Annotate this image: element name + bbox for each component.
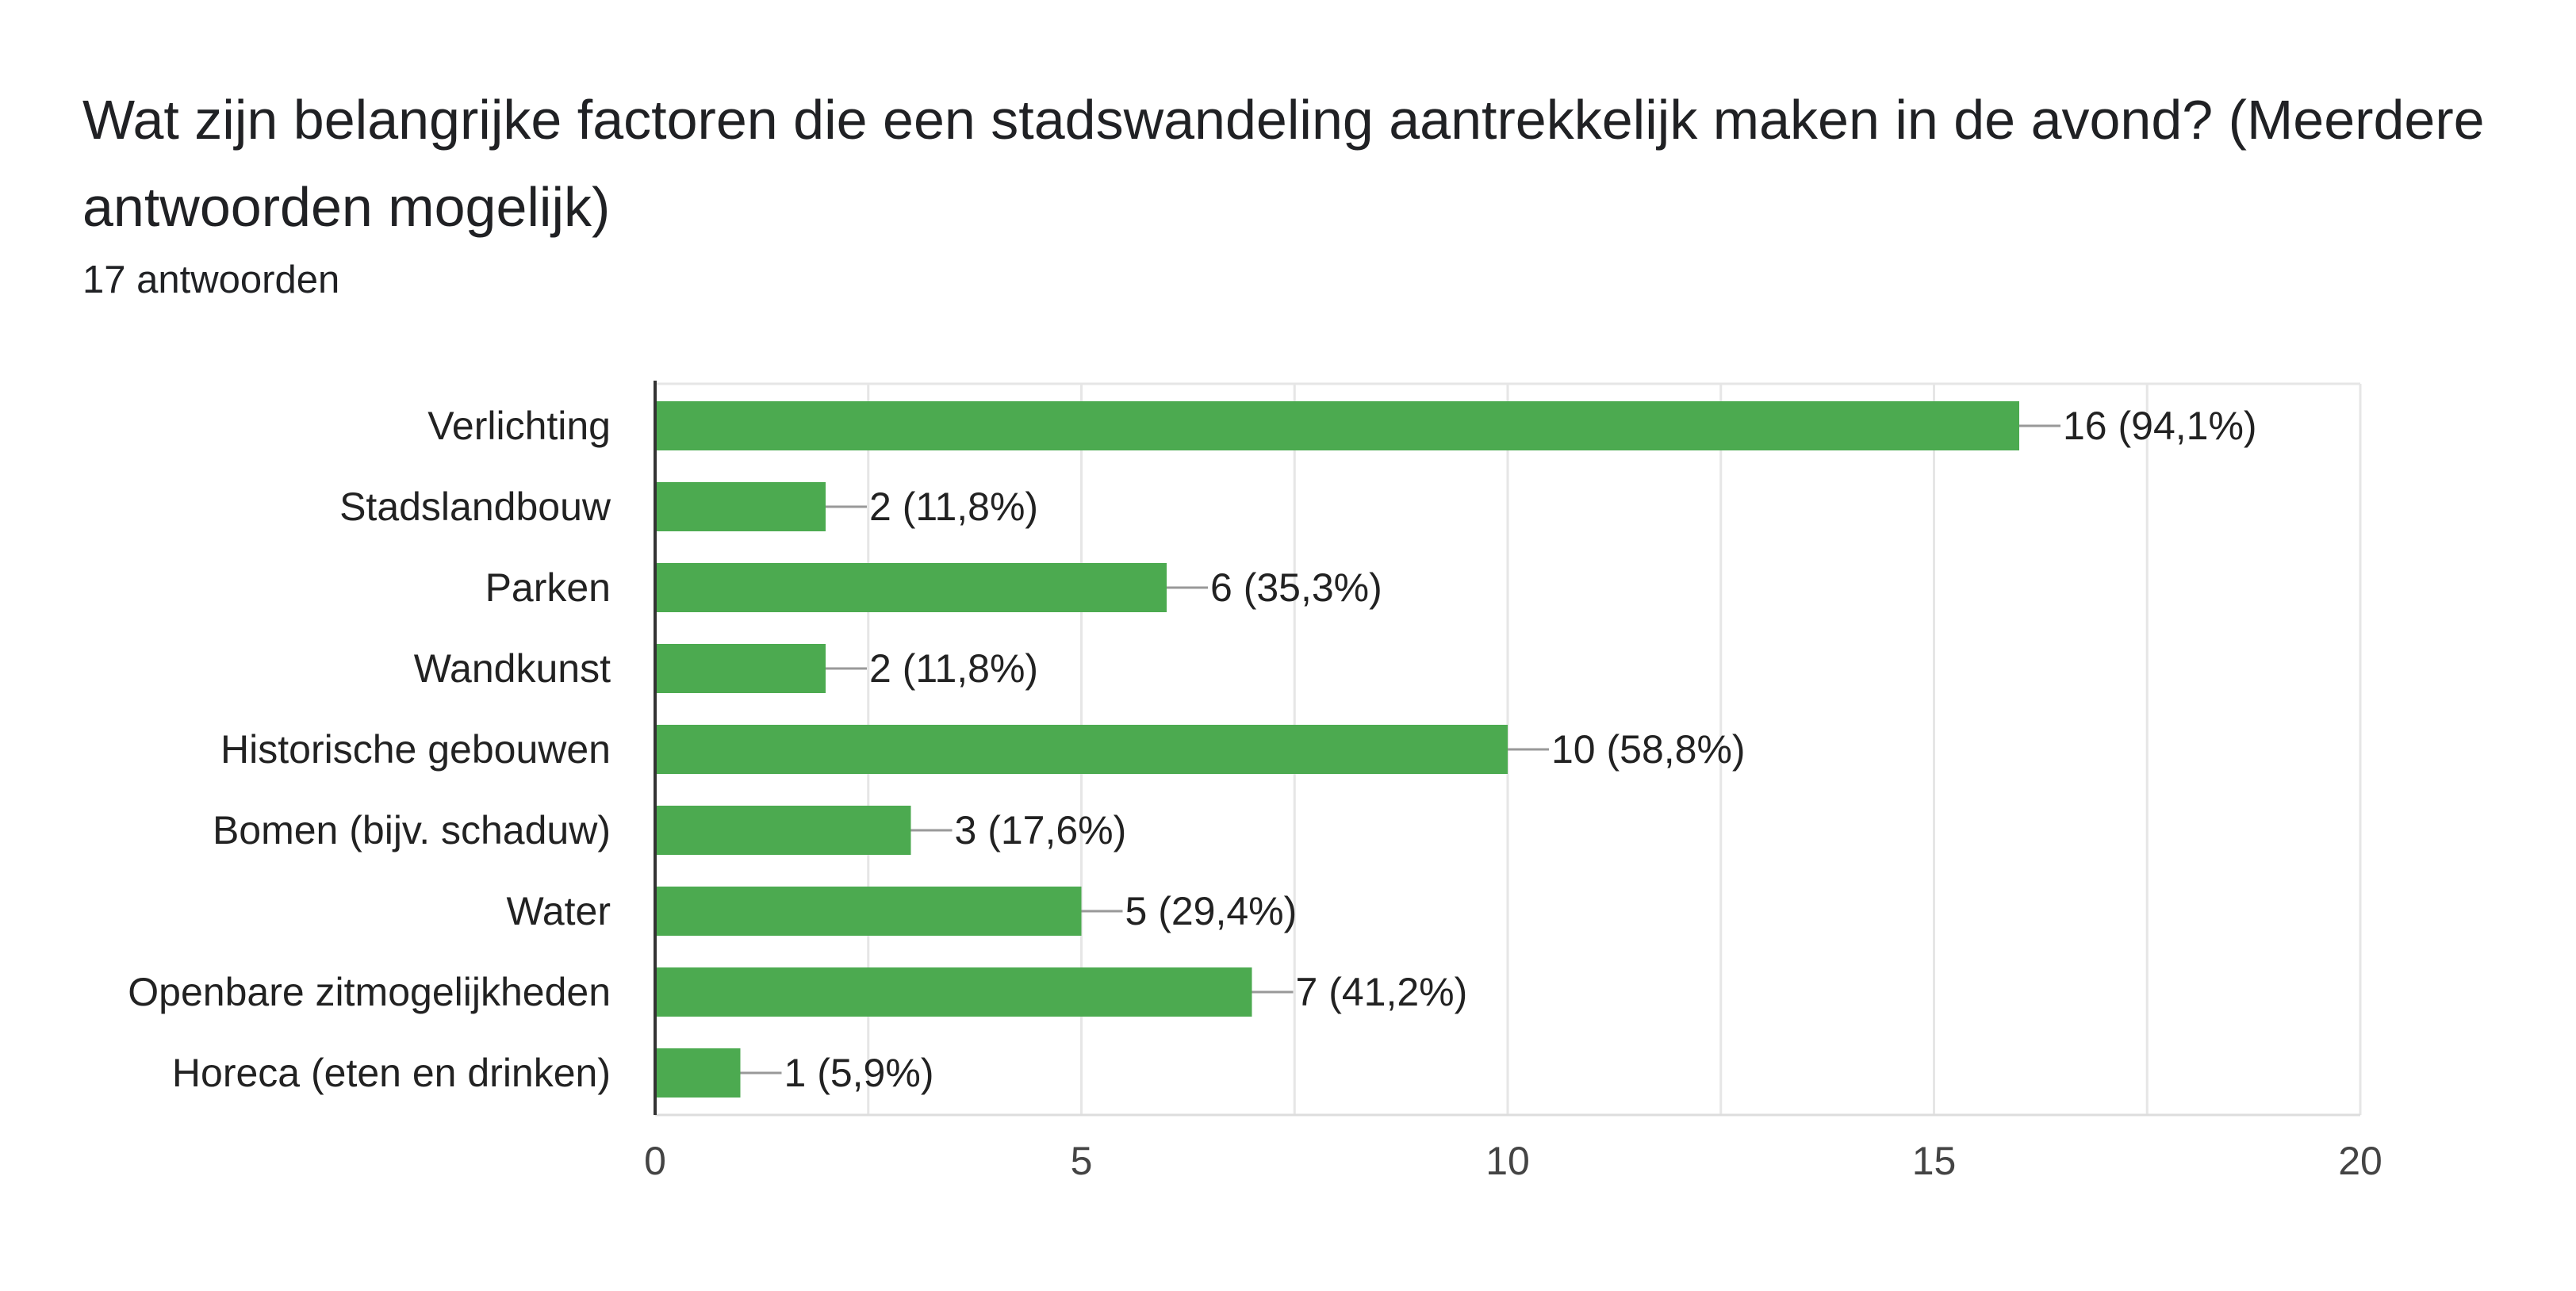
bar — [655, 644, 826, 693]
value-label: 5 (29,4%) — [1125, 889, 1298, 933]
value-label: 2 (11,8%) — [869, 646, 1038, 691]
bar — [655, 967, 1252, 1017]
x-tick-label: 0 — [644, 1139, 666, 1183]
bar — [655, 401, 2019, 450]
bar — [655, 482, 826, 531]
category-label: Horeca (eten en drinken) — [172, 1051, 611, 1095]
category-label: Parken — [485, 565, 611, 610]
response-count: 17 antwoorden — [82, 259, 340, 301]
category-label: Openbare zitmogelijkheden — [128, 970, 611, 1014]
value-label: 16 (94,1%) — [2063, 404, 2257, 448]
category-label: Water — [507, 889, 611, 933]
value-label: 3 (17,6%) — [955, 808, 1127, 852]
category-label: Verlichting — [427, 404, 611, 448]
x-tick-label: 5 — [1071, 1139, 1093, 1183]
bar — [655, 887, 1082, 936]
labels: 16 (94,1%) Verlichting 2 (11,8%) Stadslandb… — [128, 404, 2382, 1183]
category-label: Stadslandbouw — [339, 485, 611, 529]
category-label: Wandkunst — [414, 646, 611, 691]
value-label: 1 (5,9%) — [784, 1051, 934, 1095]
value-label: 10 (58,8%) — [1551, 727, 1746, 772]
chart-title: Wat zijn belangrijke factoren die een st… — [82, 89, 2485, 238]
bars — [655, 401, 2019, 1098]
x-tick-label: 20 — [2338, 1139, 2382, 1183]
value-label: 7 (41,2%) — [1296, 970, 1468, 1014]
bar — [655, 563, 1167, 612]
value-label: 2 (11,8%) — [869, 485, 1038, 529]
category-label: Bomen (bijv. schaduw) — [213, 808, 611, 852]
bar — [655, 1048, 741, 1098]
bar — [655, 725, 1508, 774]
x-tick-label: 10 — [1485, 1139, 1530, 1183]
bar — [655, 806, 911, 855]
category-label: Historische gebouwen — [220, 727, 611, 772]
x-tick-label: 15 — [1912, 1139, 1957, 1183]
value-label: 6 (35,3%) — [1210, 565, 1382, 610]
